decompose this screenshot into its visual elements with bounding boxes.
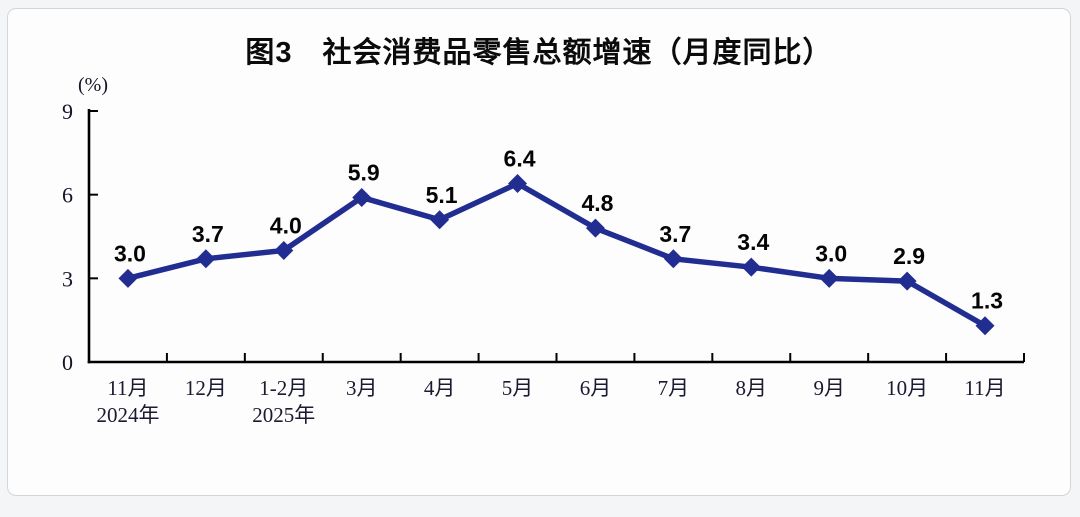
data-point-label: 4.8 (581, 190, 613, 216)
data-point-marker (663, 249, 683, 269)
y-tick-label: 0 (62, 350, 73, 375)
data-point-marker (118, 268, 138, 288)
x-axis-label: 1-2月 (259, 376, 308, 400)
data-point-marker (975, 316, 995, 336)
x-axis-label: 12月 (185, 376, 227, 400)
x-axis-year-label: 2024年 (96, 403, 159, 427)
x-axis-label: 7月 (658, 376, 690, 400)
x-axis-label: 4月 (424, 376, 456, 400)
data-point-label: 1.3 (971, 288, 1003, 314)
x-axis-label: 10月 (886, 376, 928, 400)
data-point-label: 3.4 (737, 229, 769, 255)
data-point-label: 6.4 (504, 146, 536, 172)
x-axis-label: 11月 (964, 376, 1005, 400)
data-point-marker (430, 210, 450, 230)
data-point-marker (897, 271, 917, 291)
x-axis-label: 6月 (580, 376, 612, 400)
data-point-label: 5.1 (426, 182, 458, 208)
data-point-marker (819, 268, 839, 288)
data-point-marker (196, 249, 216, 269)
data-point-marker (585, 218, 605, 238)
x-axis-label: 11月 (107, 376, 148, 400)
y-axis-unit-label: (%) (78, 74, 108, 96)
line-chart-canvas: (%) 0 3 6 9 11月 2024年 12月 1-2月 2025年 3月 4月 5月 6月 7月 8月 9… (62, 74, 1025, 427)
data-line (125, 180, 988, 329)
x-axis-label: 3月 (346, 376, 378, 400)
y-tick-label: 9 (62, 99, 73, 124)
data-point-marker (274, 240, 294, 260)
data-point-marker (352, 187, 372, 207)
y-tick-label: 6 (62, 183, 73, 208)
data-point-label: 3.7 (192, 221, 224, 247)
data-point-label: 2.9 (893, 243, 925, 269)
data-point-marker (741, 257, 761, 277)
data-point-marker (508, 174, 528, 194)
x-axis-label: 8月 (736, 376, 768, 400)
y-tick-label: 3 (62, 266, 73, 291)
chart-card: 图3 社会消费品零售总额增速（月度同比） (%) 0 3 6 9 11月 2024年 12月 1… (7, 8, 1071, 496)
data-point-label: 3.7 (659, 221, 691, 247)
x-axis-label: 9月 (813, 376, 845, 400)
x-axis-year-label: 2025年 (252, 403, 315, 427)
data-point-label: 3.0 (114, 240, 146, 266)
data-point-label: 4.0 (270, 212, 302, 238)
data-point-label: 5.9 (348, 159, 380, 185)
data-point-label: 3.0 (815, 240, 847, 266)
x-axis-label: 5月 (502, 376, 534, 400)
chart-title: 图3 社会消费品零售总额增速（月度同比） (245, 37, 833, 69)
